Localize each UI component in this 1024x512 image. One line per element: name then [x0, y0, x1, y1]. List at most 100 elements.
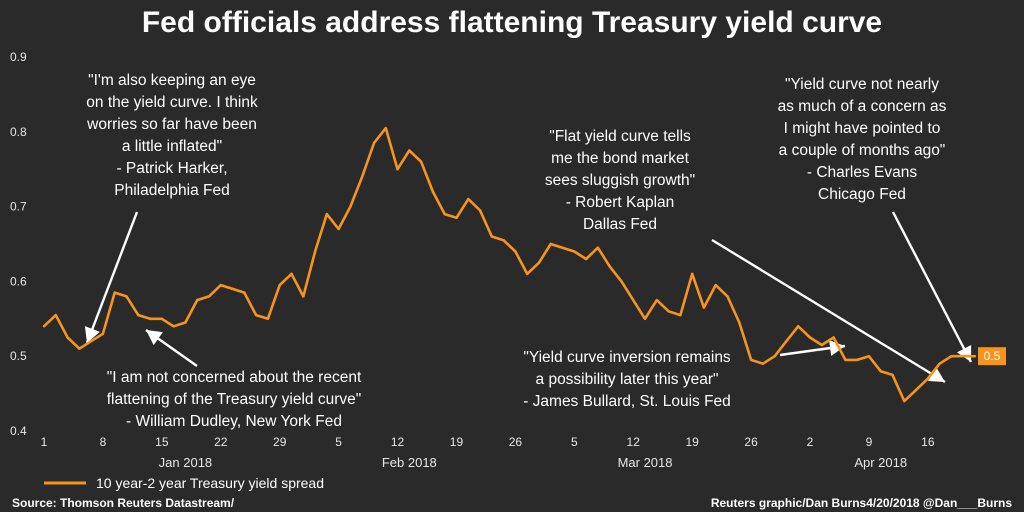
annotation-line: - William Dudley, New York Fed	[126, 413, 342, 430]
x-tick-label: 29	[273, 435, 287, 449]
annotation-line: worries so far have been	[86, 116, 257, 133]
annotation-arrow	[891, 211, 973, 363]
data-point	[655, 298, 659, 302]
annotation-line: a couple of months ago"	[779, 142, 946, 159]
credit-note: Reuters graphic/Dan Burns4/20/2018 @Dan_…	[711, 496, 1012, 510]
data-point	[302, 295, 305, 298]
data-point	[384, 126, 387, 130]
data-point	[337, 227, 340, 231]
annotation-arrow	[85, 211, 139, 344]
x-tick-label: 15	[155, 435, 169, 449]
annotation-arrows	[84, 211, 973, 384]
data-point	[690, 272, 694, 276]
month-label: Feb 2018	[382, 455, 437, 470]
annotation-line: Chicago Fed	[818, 186, 906, 203]
chart-title: Fed officials address flattening Treasur…	[142, 6, 882, 39]
data-point	[372, 141, 376, 145]
data-point	[903, 399, 906, 403]
data-point	[196, 298, 199, 302]
last-value-label: 0.5	[984, 349, 1001, 363]
annotation-line: me the bond market	[551, 150, 690, 167]
data-point	[502, 239, 505, 242]
data-point	[549, 242, 552, 246]
data-point	[101, 332, 105, 335]
data-point	[231, 287, 234, 291]
y-tick-label: 0.5	[10, 349, 27, 363]
data-point	[325, 212, 329, 216]
data-point	[879, 369, 882, 373]
x-tick-label: 12	[627, 435, 641, 449]
data-point	[160, 317, 164, 320]
annotation-quote: "I'm also keeping an eye on the yield cur…	[86, 72, 258, 199]
data-point	[184, 321, 187, 324]
annotation-line: sees sluggish growth"	[545, 172, 695, 189]
data-point	[207, 295, 211, 298]
data-point	[867, 355, 871, 358]
y-tick-label: 0.4	[10, 424, 27, 438]
annotation-quote: "Yield curve inversion remains a possibil…	[523, 349, 731, 410]
data-point	[855, 358, 859, 362]
annotation-line: - Robert Kaplan	[566, 194, 675, 211]
data-point	[113, 291, 116, 294]
annotation-line: a possibility later this year"	[536, 371, 719, 388]
arrow-head	[146, 330, 163, 346]
y-tick-label: 0.6	[10, 274, 27, 288]
data-point	[643, 317, 647, 320]
data-point	[584, 257, 588, 261]
data-point	[219, 283, 222, 287]
data-point	[478, 209, 482, 212]
x-tick-label: 26	[744, 435, 758, 449]
data-point	[349, 205, 352, 208]
annotation-arrow	[711, 238, 946, 384]
data-point	[360, 175, 364, 178]
x-tick-label: 2	[807, 435, 814, 449]
data-point	[973, 355, 977, 358]
annotation-quote: "I am not concerned about the recent flat…	[107, 369, 362, 430]
data-point	[962, 355, 965, 358]
data-point	[525, 272, 529, 276]
annotation-line: - Charles Evans	[807, 164, 918, 181]
data-point	[914, 388, 918, 392]
data-point	[537, 261, 541, 264]
series-line	[43, 126, 975, 403]
data-point	[702, 306, 706, 309]
data-point	[620, 280, 623, 283]
last-value-badge	[978, 347, 1006, 366]
y-axis: 0.4 0.5 0.6 0.7 0.8 0.9	[10, 50, 27, 438]
data-point	[243, 291, 246, 294]
data-point	[290, 272, 293, 276]
data-point	[443, 212, 446, 216]
x-tick-label: 19	[685, 435, 699, 449]
x-tick-label: 19	[450, 435, 464, 449]
month-label: Apr 2018	[854, 455, 907, 470]
data-point	[431, 190, 435, 193]
data-point	[738, 321, 741, 324]
data-point	[467, 197, 470, 201]
x-tick-label: 22	[214, 435, 228, 449]
x-tick-label: 8	[100, 435, 107, 449]
data-point	[137, 313, 140, 317]
legend: 10 year-2 year Treasury yield spread	[44, 475, 324, 491]
annotation-line: as much of a concern as	[778, 98, 947, 115]
data-point	[808, 336, 812, 339]
arrow-head	[84, 326, 100, 343]
month-label: Mar 2018	[618, 455, 673, 470]
data-point	[773, 355, 776, 358]
x-tick-label: 9	[866, 435, 873, 449]
data-point	[714, 283, 717, 287]
x-tick-label: 5	[335, 435, 342, 449]
data-point	[950, 355, 953, 358]
x-tick-label: 12	[391, 435, 405, 449]
annotation-quote: "Yield curve not nearly as much of a conc…	[778, 76, 947, 203]
data-point	[266, 317, 270, 320]
data-point	[172, 325, 175, 328]
annotation-quote: "Flat yield curve tells me the bond marke…	[545, 128, 695, 233]
data-point	[797, 325, 800, 328]
data-point	[408, 149, 411, 152]
x-tick-label: 5	[571, 435, 578, 449]
y-tick-label: 0.7	[10, 200, 27, 214]
data-point	[632, 298, 635, 302]
annotation-line: - Patrick Harker,	[116, 160, 227, 177]
